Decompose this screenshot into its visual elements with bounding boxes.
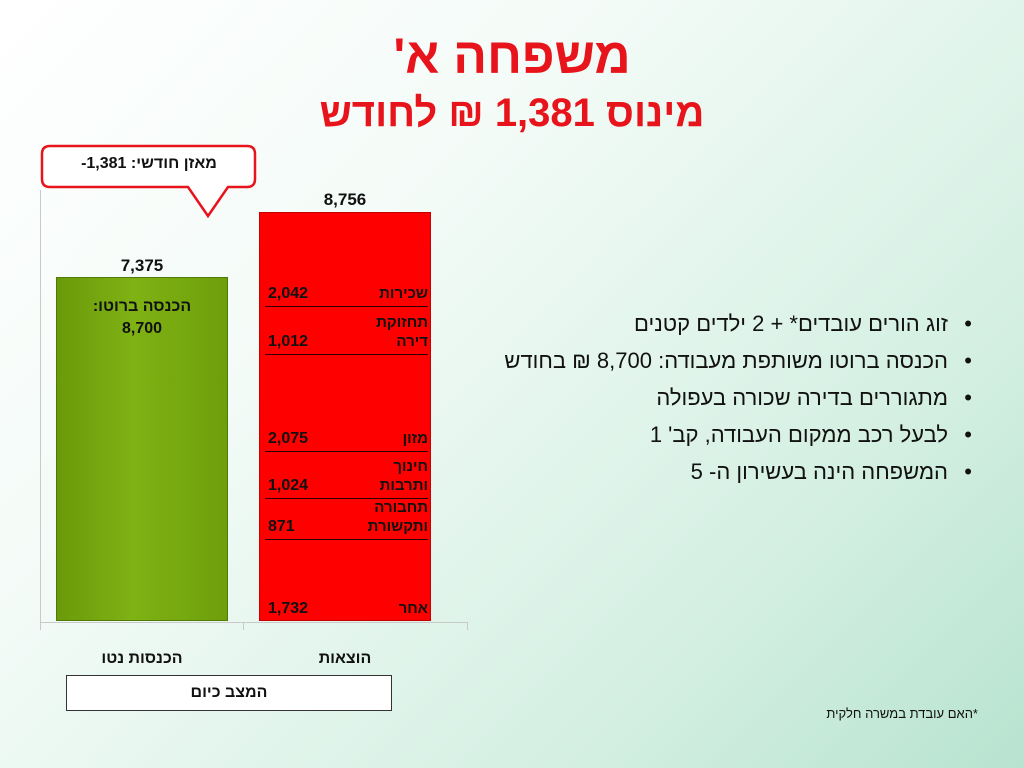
list-item: לבעל רכב ממקום העבודה, קב' 1 [440,419,974,450]
expense-segment: מזון 2,075 [265,355,428,452]
expense-segment-value: 1,732 [268,599,309,617]
slide-title: משפחה א' [393,28,631,84]
gross-income-value: 8,700 [121,320,163,337]
gross-income-label: הכנסה ברוטו: 8,700 [56,296,228,340]
expense-segment-name: מזון [402,429,428,447]
family-details-list: זוג הורים עובדים* + 2 ילדים קטנים הכנסה … [440,308,974,493]
expense-segment: אחר 1,732 [265,540,428,621]
expense-segment-name: תחבורה ותקשורת [367,499,428,536]
monthly-balance-text: -1,381 :מאזן חודשי [81,155,217,172]
list-item: זוג הורים עובדים* + 2 ילדים קטנים [440,308,974,339]
expense-segment-name: שכירות [379,285,428,303]
expense-segment-name: חינוך ותרבות [379,458,428,495]
expense-segment-name: תחזוקת דירה [376,313,428,350]
balance-callout [40,144,257,219]
expense-segment-name: אחר [398,599,428,617]
expense-segment: חינוך ותרבות 1,024 [265,452,428,500]
category-label-income: הכנסות נטו [101,650,183,667]
y-axis-line [40,190,41,630]
expense-segment: תחזוקת דירה 1,012 [265,307,428,355]
x-axis-tick [243,622,244,630]
footnote: *האם עובדת במשרה חלקית [826,706,978,721]
expense-segment: שכירות 2,042 [265,212,428,308]
list-item: מתגוררים בדירה שכורה בעפולה [440,382,974,413]
category-label-expenses: הוצאות [318,650,372,667]
gross-income-title: הכנסה ברוטו: [92,298,192,315]
income-bar [56,276,228,621]
expenses-total-label: 8,756 [323,190,367,209]
current-status-box: המצב כיום [66,675,392,711]
x-axis-line [40,622,468,623]
slide-subtitle: מינוס 1,381 ₪ לחודש [319,91,705,135]
income-total-label: 7,375 [120,255,164,275]
expense-segment-value: 1,012 [268,332,309,350]
list-item: המשפחה הינה בעשירון ה- 5 [440,456,974,487]
expense-segment-value: 2,042 [268,285,309,303]
expense-segment-value: 1,024 [268,477,309,495]
expense-segment-value: 2,075 [268,429,309,447]
list-item: הכנסה ברוטו משותפת מעבודה: 8,700 ₪ בחודש [440,345,974,376]
expense-segment-value: 871 [268,518,295,536]
expense-segment: תחבורה ותקשורת 871 [265,499,428,541]
expenses-bar [259,212,431,621]
x-axis-tick [467,622,468,630]
